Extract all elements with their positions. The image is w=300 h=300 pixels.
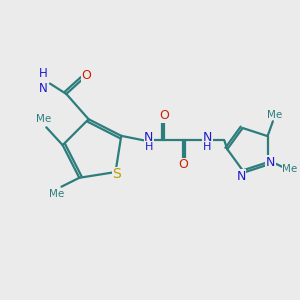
Text: N: N bbox=[144, 131, 154, 144]
Text: H: H bbox=[203, 142, 212, 152]
Text: N: N bbox=[266, 156, 275, 169]
Text: Me: Me bbox=[36, 114, 52, 124]
Text: H: H bbox=[145, 142, 153, 152]
Text: N: N bbox=[236, 170, 246, 183]
Text: Me: Me bbox=[282, 164, 298, 174]
Text: N: N bbox=[203, 131, 212, 144]
Text: S: S bbox=[112, 167, 122, 182]
Text: Me: Me bbox=[49, 189, 64, 199]
Text: Me: Me bbox=[267, 110, 282, 120]
Text: H
N: H N bbox=[39, 67, 48, 94]
Text: O: O bbox=[81, 69, 91, 82]
Text: O: O bbox=[159, 110, 169, 122]
Text: O: O bbox=[178, 158, 188, 171]
